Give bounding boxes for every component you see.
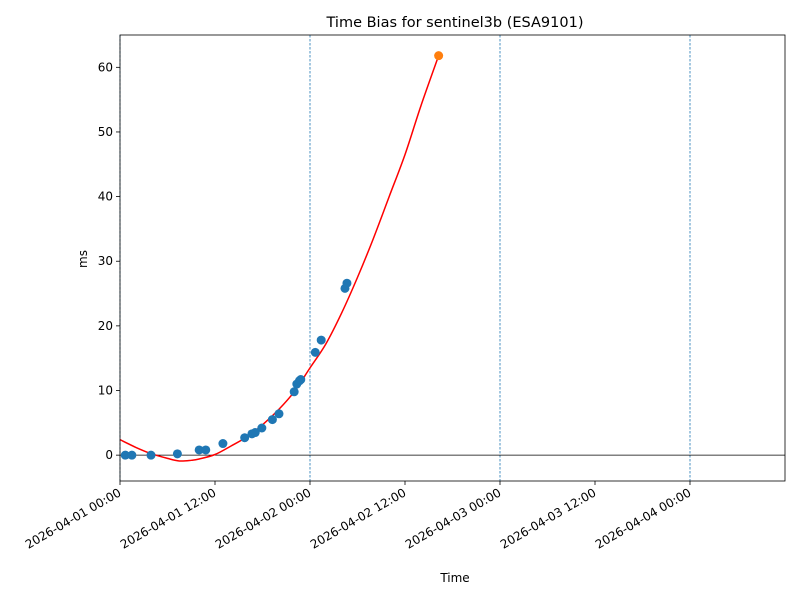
y-tick-label: 60 xyxy=(98,60,113,74)
y-tick-label: 0 xyxy=(105,448,113,462)
data-point xyxy=(146,450,156,460)
y-tick-label: 40 xyxy=(98,190,113,204)
data-point xyxy=(274,409,284,419)
y-tick-label: 20 xyxy=(98,319,113,333)
data-point xyxy=(250,428,260,438)
chart-title: Time Bias for sentinel3b (ESA9101) xyxy=(326,15,584,31)
y-tick-label: 30 xyxy=(98,254,113,268)
y-axis-label: ms xyxy=(76,250,90,268)
x-axis-label: Time xyxy=(439,571,469,585)
data-point xyxy=(194,445,204,455)
data-point xyxy=(310,347,320,357)
data-point xyxy=(201,445,211,455)
y-tick-label: 10 xyxy=(98,384,113,398)
plot-frame xyxy=(119,34,786,482)
data-point xyxy=(172,449,182,459)
data-point xyxy=(267,415,277,425)
y-tick-label: 50 xyxy=(98,125,113,139)
data-point xyxy=(120,450,130,460)
data-point xyxy=(289,387,299,397)
data-point xyxy=(127,450,137,460)
data-point xyxy=(342,278,352,288)
predicted-point xyxy=(434,51,444,61)
data-point xyxy=(257,423,267,433)
data-point xyxy=(296,375,306,385)
data-point xyxy=(316,335,326,345)
data-point xyxy=(240,433,250,443)
data-point xyxy=(218,439,228,449)
